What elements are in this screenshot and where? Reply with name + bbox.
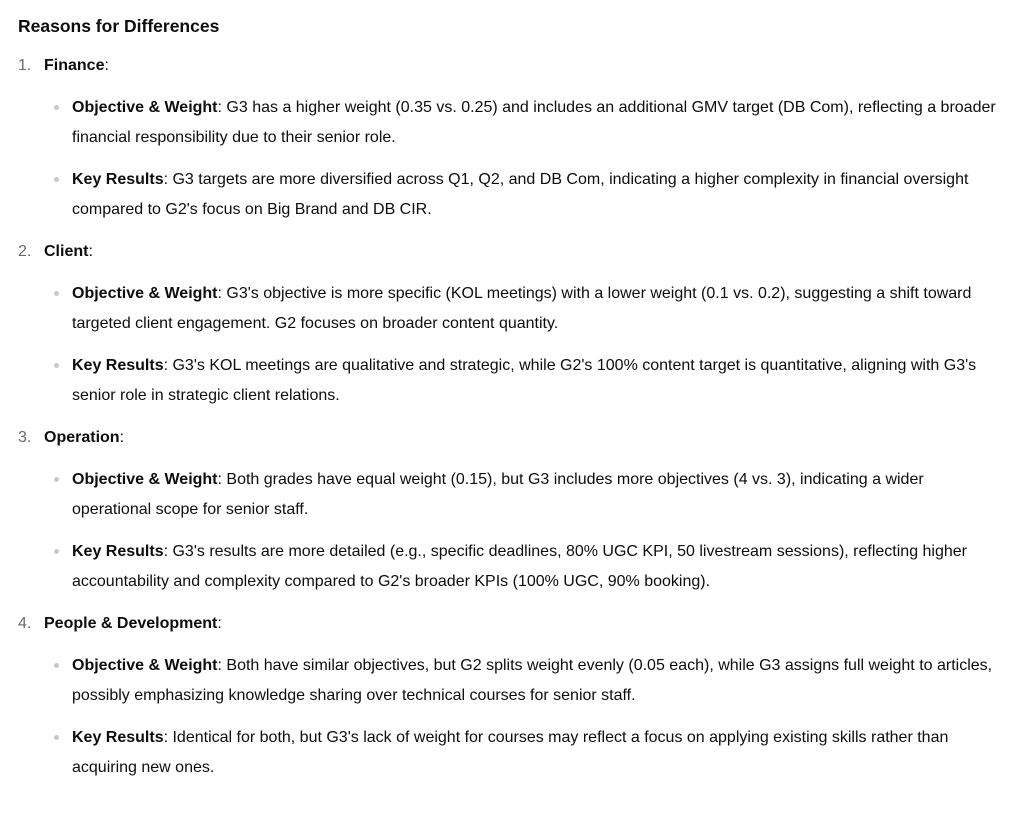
- reasons-list: 1. Finance: Objective & Weight: G3 has a …: [18, 53, 1024, 783]
- list-item: 1. Finance: Objective & Weight: G3 has a …: [18, 53, 1024, 225]
- bullet-list: Objective & Weight: G3 has a higher weig…: [44, 93, 1024, 225]
- bullet-list: Objective & Weight: Both grades have equ…: [44, 465, 1024, 597]
- section-title-text: People & Development: [44, 615, 218, 632]
- list-item: 3. Operation: Objective & Weight: Both gr…: [18, 425, 1024, 597]
- bullet-text: : G3's results are more detailed (e.g., …: [72, 543, 968, 590]
- bullet-label: Objective & Weight: [72, 285, 218, 302]
- section-title: Client:: [44, 239, 1024, 265]
- bullet-item: Objective & Weight: Both have similar ob…: [44, 651, 1002, 711]
- bullet-list: Objective & Weight: G3's objective is mo…: [44, 279, 1024, 411]
- section-heading: Reasons for Differences: [18, 16, 220, 36]
- colon: :: [217, 615, 222, 632]
- list-number: 2.: [18, 243, 32, 260]
- bullet-item: Objective & Weight: G3 has a higher weig…: [44, 93, 1002, 153]
- bullet-label: Key Results: [72, 729, 164, 746]
- bullet-item: Key Results: G3's KOL meetings are quali…: [44, 351, 1002, 411]
- colon: :: [119, 429, 125, 446]
- bullet-label: Objective & Weight: [72, 657, 218, 674]
- colon: :: [88, 243, 93, 260]
- bullet-dot-icon: [54, 291, 59, 296]
- bullet-dot-icon: [54, 663, 59, 668]
- bullet-text: : Both grades have equal weight (0.15), …: [72, 471, 924, 518]
- bullet-text: : G3's KOL meetings are qualitative and …: [72, 357, 977, 404]
- bullet-dot-icon: [54, 363, 59, 368]
- bullet-item: Objective & Weight: G3's objective is mo…: [44, 279, 1002, 339]
- section-title: Finance:: [44, 53, 1024, 79]
- bullet-item: Objective & Weight: Both grades have equ…: [44, 465, 1002, 525]
- list-item: 2. Client: Objective & Weight: G3's objec…: [18, 239, 1024, 411]
- list-number: 1.: [18, 57, 32, 74]
- bullet-dot-icon: [54, 549, 59, 554]
- bullet-text: : Identical for both, but G3's lack of w…: [72, 729, 949, 776]
- bullet-dot-icon: [54, 477, 59, 482]
- bullet-dot-icon: [54, 735, 59, 740]
- bullet-label: Key Results: [72, 171, 164, 188]
- bullet-item: Key Results: G3's results are more detai…: [44, 537, 1002, 597]
- bullet-item: Key Results: G3 targets are more diversi…: [44, 165, 1002, 225]
- bullet-label: Objective & Weight: [72, 471, 218, 488]
- section-title-text: Operation: [44, 429, 120, 446]
- bullet-label: Objective & Weight: [72, 99, 218, 116]
- bullet-text: : G3 targets are more diversified across…: [72, 171, 969, 218]
- bullet-label: Key Results: [72, 357, 164, 374]
- response-content: Reasons for Differences 1. Finance: Objec…: [18, 16, 1024, 783]
- list-number: 3.: [18, 429, 32, 446]
- list-number: 4.: [18, 615, 32, 632]
- bullet-text: : Both have similar objectives, but G2 s…: [72, 657, 993, 704]
- bullet-text: : G3 has a higher weight (0.35 vs. 0.25)…: [72, 99, 996, 146]
- bullet-item: Key Results: Identical for both, but G3'…: [44, 723, 1002, 783]
- bullet-text: : G3's objective is more specific (KOL m…: [72, 285, 972, 332]
- colon: :: [104, 57, 109, 74]
- bullet-dot-icon: [54, 177, 59, 182]
- section-title-text: Finance: [44, 57, 105, 74]
- section-title-text: Client: [44, 243, 89, 260]
- section-title: People & Development:: [44, 611, 1024, 637]
- bullet-dot-icon: [54, 105, 59, 110]
- bullet-list: Objective & Weight: Both have similar ob…: [44, 651, 1024, 783]
- list-item: 4. People & Development: Objective & Weig…: [18, 611, 1024, 783]
- bullet-label: Key Results: [72, 543, 164, 560]
- section-title: Operation:: [44, 425, 1024, 451]
